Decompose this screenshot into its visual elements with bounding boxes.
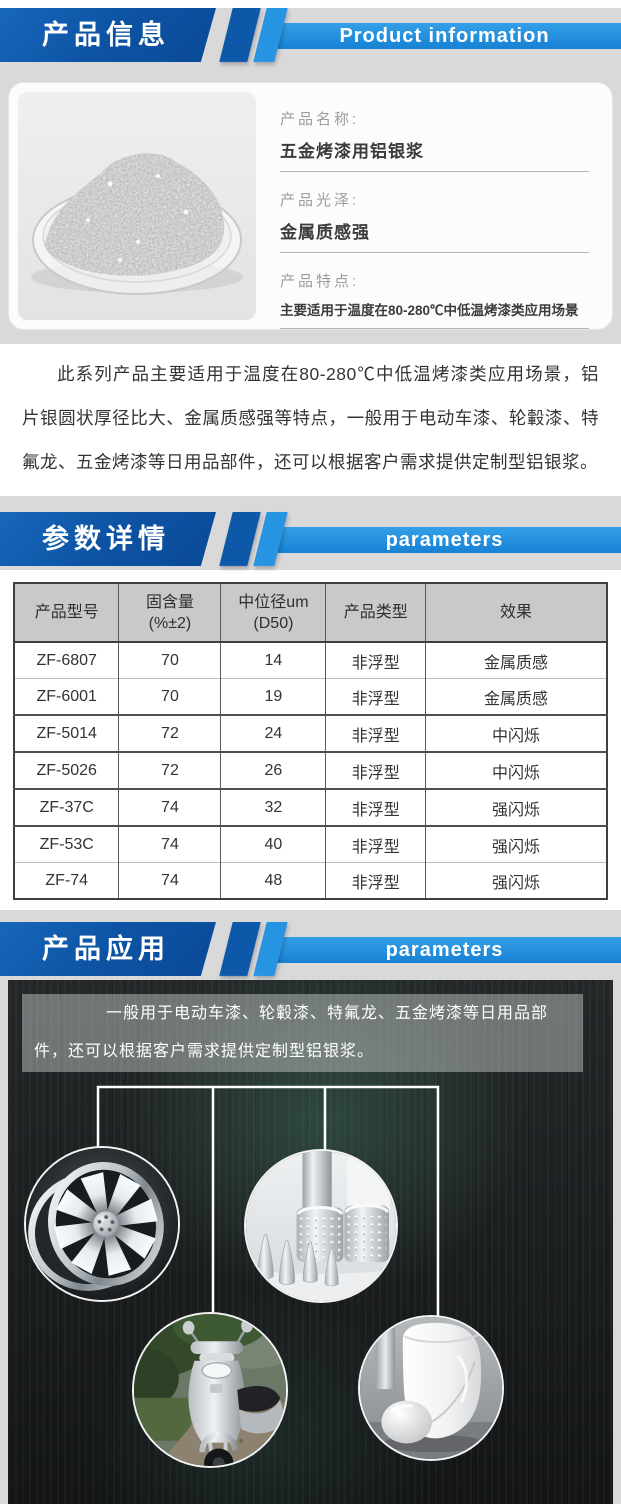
product-card: 产品名称: 五金烤漆用铝银浆 产品光泽: 金属质感强 产品特点: 主要适用于温度… bbox=[8, 82, 613, 330]
field-value: 金属质感强 bbox=[280, 223, 370, 242]
banner-ribbon bbox=[0, 512, 216, 566]
banner-title-zh: 产品应用 bbox=[42, 934, 170, 964]
table-header-cell: 固含量 (%±2) bbox=[118, 583, 221, 643]
application-section: 一般用于电动车漆、轮轂漆、特氟龙、五金烤漆等日用品部件，还可以根据客户需求提供定… bbox=[0, 980, 621, 1504]
table-cell: ZF-5014 bbox=[14, 714, 119, 752]
table-header-row: 产品型号 固含量 (%±2) 中位径um (D50) 产品类型 效果 bbox=[14, 583, 607, 643]
banner-product-info: Product information 产品信息 bbox=[0, 8, 621, 66]
table-cell: 32 bbox=[220, 788, 326, 826]
table-cell: 70 bbox=[118, 678, 221, 715]
table-cell: 非浮型 bbox=[325, 788, 426, 826]
banner-applications: parameters 产品应用 bbox=[0, 922, 621, 980]
table-cell: 19 bbox=[220, 678, 326, 715]
banner-title-zh: 参数详情 bbox=[42, 524, 170, 554]
table-cell: 中闪烁 bbox=[425, 714, 607, 752]
table-cell: 非浮型 bbox=[325, 642, 426, 679]
table-cell: ZF-5026 bbox=[14, 751, 119, 789]
table-cell: ZF-74 bbox=[14, 862, 119, 899]
table-header-cell: 产品型号 bbox=[14, 583, 119, 643]
product-field: 产品光泽: 金属质感强 bbox=[280, 189, 589, 253]
product-field: 产品特点: 主要适用于温度在80-280℃中低温烤漆类应用场景 bbox=[280, 270, 589, 329]
product-field: 产品名称: 五金烤漆用铝银浆 bbox=[280, 108, 589, 172]
table-row: ZF-5014 72 24 非浮型 中闪烁 bbox=[14, 714, 607, 752]
table-cell: 74 bbox=[118, 862, 221, 899]
application-caption: 一般用于电动车漆、轮轂漆、特氟龙、五金烤漆等日用品部件，还可以根据客户需求提供定… bbox=[22, 994, 583, 1072]
metal-utensil-holders-photo bbox=[244, 1149, 398, 1303]
table-cell: 非浮型 bbox=[325, 862, 426, 899]
table-cell: 强闪烁 bbox=[425, 825, 607, 863]
field-label: 产品名称: bbox=[280, 111, 360, 128]
banner-ribbon bbox=[0, 8, 216, 62]
table-cell: 14 bbox=[220, 642, 326, 679]
table-row: ZF-37C 74 32 非浮型 强闪烁 bbox=[14, 788, 607, 826]
field-label: 产品光泽: bbox=[280, 192, 360, 209]
banner-title-zh: 产品信息 bbox=[42, 20, 170, 50]
table-cell: 72 bbox=[118, 751, 221, 789]
table-row: ZF-6001 70 19 非浮型 金属质感 bbox=[14, 678, 607, 715]
table-cell: 26 bbox=[220, 751, 326, 789]
parameters-table-body: ZF-6807 70 14 非浮型 金属质感 ZF-6001 70 19 非浮型 金属质感 ZF-5… bbox=[14, 642, 607, 899]
table-cell: ZF-6807 bbox=[36, 651, 97, 669]
connector-lines-icon bbox=[96, 1085, 440, 1318]
aluminum-paste-dish-photo bbox=[18, 92, 256, 320]
banner-parameters: parameters 参数详情 bbox=[0, 512, 621, 570]
table-cell: ZF-6001 bbox=[14, 678, 119, 715]
table-cell: ZF-37C bbox=[14, 788, 119, 826]
top-margin bbox=[0, 0, 621, 8]
table-cell: 48 bbox=[220, 862, 326, 899]
bottom-margin bbox=[0, 1504, 621, 1512]
table-header-cell: 效果 bbox=[425, 583, 607, 643]
alloy-wheel-photo bbox=[24, 1146, 180, 1302]
scooter-photo bbox=[132, 1312, 288, 1468]
table-row: ZF-74 74 48 非浮型 强闪烁 bbox=[14, 862, 607, 899]
table-header-cell: 产品类型 bbox=[325, 583, 426, 643]
table-cell: ZF-53C bbox=[14, 825, 119, 863]
table-cell: 74 bbox=[118, 788, 221, 826]
table-row: ZF-5026 72 26 非浮型 中闪烁 bbox=[14, 751, 607, 789]
banner-title-en: parameters bbox=[385, 938, 504, 961]
table-cell: 金属质感 bbox=[425, 678, 607, 715]
banner-ribbon bbox=[0, 922, 216, 976]
table-cell: 74 bbox=[118, 825, 221, 863]
table-cell: 强闪烁 bbox=[425, 862, 607, 899]
parameters-table-section: 产品型号 固含量 (%±2) 中位径um (D50) 产品类型 效果 ZF-68… bbox=[0, 570, 621, 910]
table-cell: 强闪烁 bbox=[425, 788, 607, 826]
table-cell: 非浮型 bbox=[325, 678, 426, 715]
table-cell: 金属质感 bbox=[425, 642, 607, 679]
field-value: 主要适用于温度在80-280℃中低温烤漆类应用场景 bbox=[280, 303, 579, 318]
banner-title-en: Product information bbox=[339, 24, 550, 47]
white-housing-photo bbox=[358, 1315, 504, 1461]
product-info-section: 产品名称: 五金烤漆用铝银浆 产品光泽: 金属质感强 产品特点: 主要适用于温度… bbox=[0, 66, 621, 344]
table-row: ZF-6807 70 14 非浮型 金属质感 bbox=[14, 642, 607, 679]
table-cell: 非浮型 bbox=[325, 714, 426, 752]
application-collage: 一般用于电动车漆、轮轂漆、特氟龙、五金烤漆等日用品部件，还可以根据客户需求提供定… bbox=[8, 980, 613, 1504]
table-cell: 72 bbox=[118, 714, 221, 752]
parameters-table: 产品型号 固含量 (%±2) 中位径um (D50) 产品类型 效果 ZF-68… bbox=[13, 582, 608, 900]
table-cell: 非浮型 bbox=[325, 825, 426, 863]
field-value: 五金烤漆用铝银浆 bbox=[280, 142, 424, 161]
table-cell: 中闪烁 bbox=[425, 751, 607, 789]
intro-section: 此系列产品主要适用于温度在80-280℃中低温烤漆类应用场景，铝片银圆状厚径比大… bbox=[0, 344, 621, 496]
section-gap bbox=[0, 496, 621, 512]
banner-title-en: parameters bbox=[385, 528, 504, 551]
field-label: 产品特点: bbox=[280, 273, 360, 290]
product-fields: 产品名称: 五金烤漆用铝银浆 产品光泽: 金属质感强 产品特点: 主要适用于温度… bbox=[256, 92, 603, 329]
table-cell: 40 bbox=[220, 825, 326, 863]
section-gap bbox=[0, 910, 621, 922]
table-cell: 24 bbox=[220, 714, 326, 752]
table-cell: 非浮型 bbox=[325, 751, 426, 789]
table-cell: 70 bbox=[118, 642, 221, 679]
intro-paragraph: 此系列产品主要适用于温度在80-280℃中低温烤漆类应用场景，铝片银圆状厚径比大… bbox=[22, 364, 599, 472]
table-header-cell: 中位径um (D50) bbox=[220, 583, 326, 643]
table-row: ZF-53C 74 40 非浮型 强闪烁 bbox=[14, 825, 607, 863]
